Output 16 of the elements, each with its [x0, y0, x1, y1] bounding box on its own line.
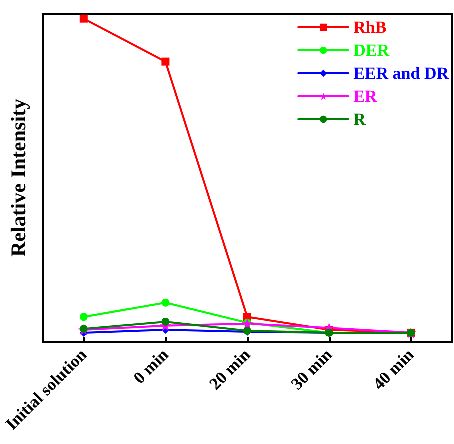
- legend-label: R: [354, 110, 367, 129]
- legend-label: DER: [354, 41, 390, 60]
- point: [162, 58, 170, 66]
- point: [162, 298, 170, 307]
- point: [80, 14, 88, 23]
- x-tick-label: 30 min: [288, 344, 336, 394]
- y-axis-title: Relative Intensity: [6, 98, 30, 258]
- x-tick-label: 40 min: [369, 344, 418, 394]
- legend-label: ER: [354, 87, 378, 106]
- point: [80, 325, 88, 334]
- legend-label: RhB: [354, 18, 387, 37]
- legend-label: EER and DR: [354, 64, 450, 83]
- point: [80, 313, 88, 322]
- point: [162, 318, 170, 326]
- x-tick-label: 0 min: [130, 344, 173, 388]
- x-tick-label: 20 min: [206, 344, 255, 394]
